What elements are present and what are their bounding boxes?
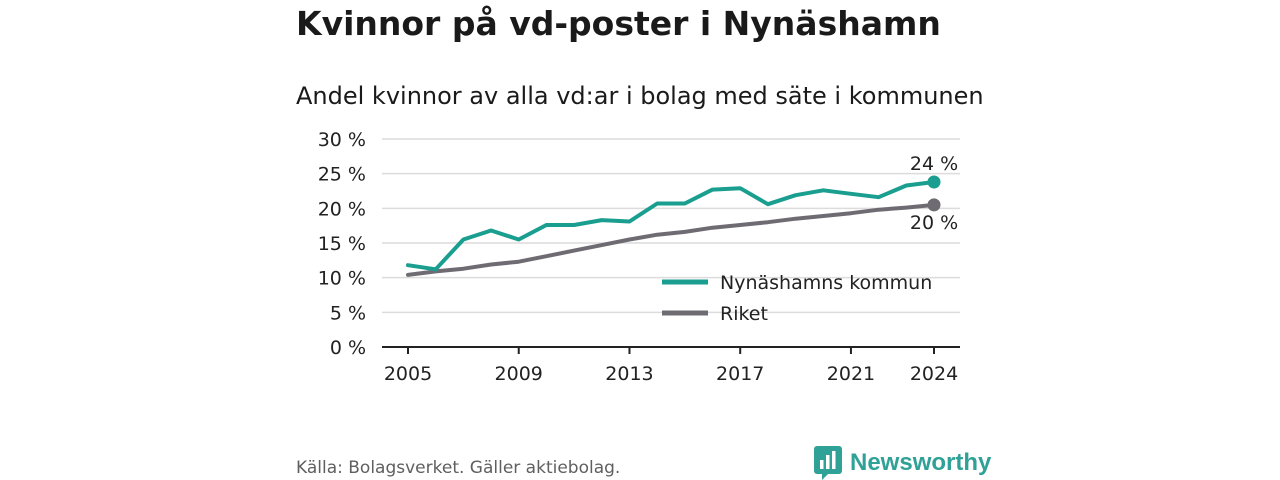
series-line	[406, 180, 936, 272]
source-note: Källa: Bolagsverket. Gäller aktiebolag.	[296, 458, 621, 478]
y-tick-label: 25 %	[318, 164, 366, 186]
y-tick-label: 10 %	[318, 268, 366, 290]
brand-name: Newsworthy	[850, 449, 992, 476]
brand-logo: Newsworthy	[814, 446, 991, 480]
data-label: 24 %	[910, 153, 958, 175]
x-tick-label: 2009	[495, 363, 543, 385]
y-tick-label: 15 %	[318, 233, 366, 255]
legend-label: Nynäshamns kommun	[720, 272, 932, 294]
series-line	[406, 202, 936, 277]
y-tick-label: 0 %	[330, 337, 366, 359]
y-tick-label: 5 %	[330, 302, 366, 324]
series-end-marker	[927, 198, 941, 212]
x-tick-label: 2013	[605, 363, 653, 385]
x-tick-label: 2024	[910, 363, 958, 385]
data-label: 20 %	[910, 212, 958, 234]
chart-title: Kvinnor på vd-poster i Nynäshamn	[296, 4, 941, 43]
y-tick-label: 30 %	[318, 129, 366, 151]
chart-bubble-icon	[814, 446, 842, 480]
x-tick-label: 2005	[384, 363, 432, 385]
series-end-marker	[927, 175, 941, 189]
y-tick-label: 20 %	[318, 198, 366, 220]
x-tick-label: 2017	[716, 363, 764, 385]
x-tick-label: 2021	[827, 363, 875, 385]
chart-subtitle: Andel kvinnor av alla vd:ar i bolag med …	[296, 82, 984, 110]
legend-label: Riket	[720, 303, 768, 325]
